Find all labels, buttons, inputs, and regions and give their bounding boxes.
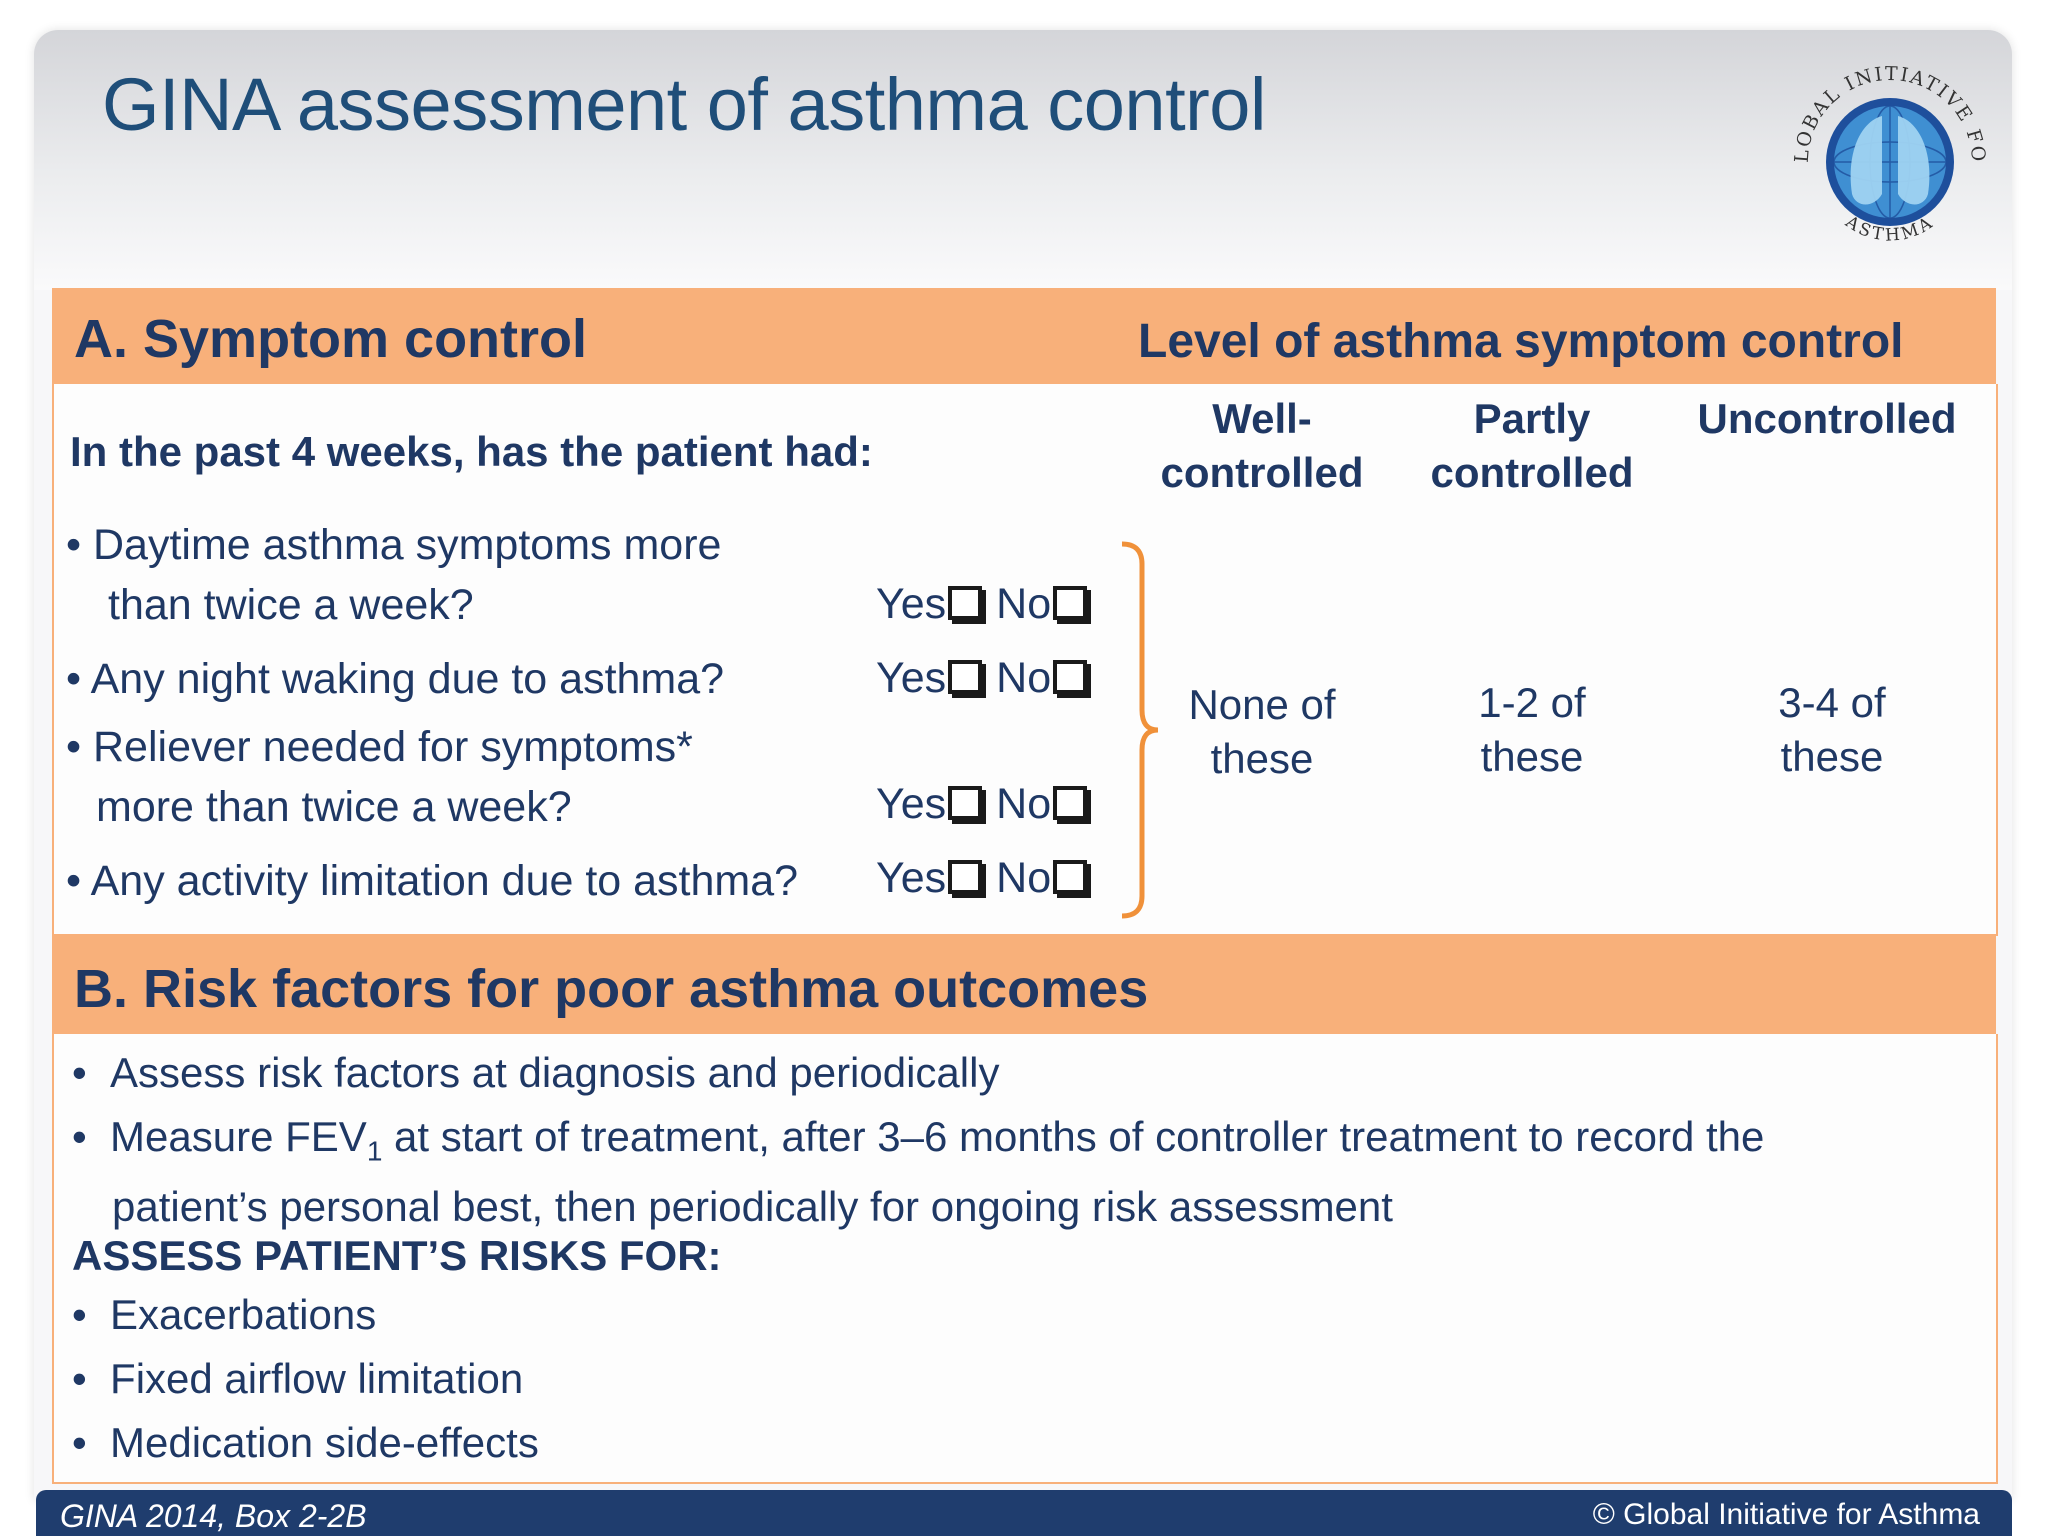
question-activity-limitation: • Any activity limitation due to asthma? — [66, 857, 799, 905]
assess-risks-heading: ASSESS PATIENT’S RISKS FOR: — [72, 1232, 722, 1279]
no-checkbox[interactable] — [1053, 660, 1088, 694]
column-header-well-controlled: Well- controlled — [1160, 395, 1364, 496]
gina-logo: GLOBAL INITIATIVE FOR ASTHMA — [1782, 44, 1987, 246]
yes-no-row-3: Yes No — [876, 780, 1101, 829]
yes-checkbox[interactable] — [948, 660, 983, 694]
page-title: GINA assessment of asthma control — [102, 63, 1266, 146]
yes-checkbox[interactable] — [948, 860, 983, 894]
right-brace-icon — [1121, 541, 1159, 919]
section-b-header: B. Risk factors for poor asthma outcomes — [52, 936, 1996, 1034]
risk-bullet-assess: • Assess risk factors at diagnosis and p… — [72, 1049, 1000, 1096]
level-heading: Level of asthma symptom control — [1138, 315, 1904, 368]
column-header-uncontrolled: Uncontrolled — [1697, 395, 1957, 442]
footer-source: GINA 2014, Box 2-2B — [60, 1498, 367, 1534]
question-heading: In the past 4 weeks, has the patient had… — [70, 428, 873, 475]
question-daytime-symptoms: • Daytime asthma symptoms more than twic… — [66, 521, 722, 629]
risk-item: • Fixed airflow limitation — [72, 1355, 524, 1402]
no-checkbox[interactable] — [1053, 860, 1088, 894]
no-checkbox[interactable] — [1053, 586, 1088, 620]
column-header-partly-controlled: Partly controlled — [1430, 395, 1634, 496]
section-b-panel — [52, 1034, 1998, 1484]
question-night-waking: • Any night waking due to asthma? — [66, 655, 725, 703]
footer-copyright: © Global Initiative for Asthma — [1592, 1498, 1980, 1531]
footer-bar: GINA 2014, Box 2-2B © Global Initiative … — [36, 1490, 2012, 1536]
left-lung-icon — [1850, 116, 1882, 205]
level-uncontrolled: 3-4 of these — [1778, 679, 1886, 780]
no-checkbox[interactable] — [1053, 786, 1088, 820]
risk-item: • Exacerbations — [72, 1291, 377, 1338]
question-reliever-needed: • Reliever needed for symptoms* more tha… — [66, 723, 693, 831]
section-a-title: A. Symptom control — [74, 309, 588, 369]
yes-no-row-1: Yes No — [876, 580, 1101, 629]
yes-checkbox[interactable] — [948, 786, 983, 820]
yes-no-row-4: Yes No — [876, 854, 1101, 903]
section-a-header: A. Symptom control Level of asthma sympt… — [52, 288, 1996, 384]
right-lung-icon — [1898, 116, 1930, 205]
header-gradient — [34, 30, 2012, 290]
yes-no-row-2: Yes No — [876, 654, 1101, 703]
risk-bullet-fev1: • Measure FEV1 at start of treatment, af… — [72, 1113, 1765, 1231]
yes-checkbox[interactable] — [948, 586, 983, 620]
level-partly-controlled: 1-2 of these — [1478, 679, 1586, 780]
risk-item: • Medication side-effects — [72, 1419, 539, 1466]
section-a-panel — [52, 384, 1998, 936]
section-b-title: B. Risk factors for poor asthma outcomes — [74, 959, 1149, 1019]
level-well-controlled: None of these — [1188, 681, 1336, 782]
